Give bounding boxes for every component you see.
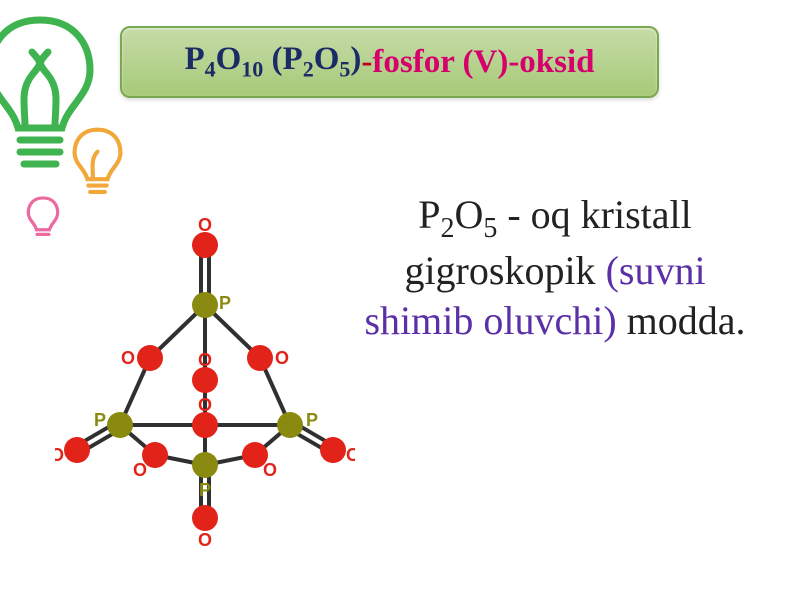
phosphorus-atom xyxy=(277,412,303,438)
phosphorus-atom xyxy=(107,412,133,438)
atom-label: O xyxy=(55,445,64,465)
atom-label: P xyxy=(94,410,106,430)
atom-label: O xyxy=(198,395,212,415)
atom-label: P xyxy=(306,410,318,430)
lightbulb-small-icon xyxy=(70,125,125,203)
title-s3: 2 xyxy=(303,57,314,82)
desc-s2: 5 xyxy=(483,213,497,244)
title-p2: O xyxy=(216,41,242,77)
desc-gigro: gigroskopik xyxy=(404,248,605,293)
title-box: P4O10 (P2O5) - fosfor (V)-oksid xyxy=(120,26,659,98)
desc-rest1: - oq kristall xyxy=(497,192,691,237)
desc-o: O xyxy=(454,192,483,237)
oxygen-atom xyxy=(320,437,346,463)
desc-s1: 2 xyxy=(440,213,454,244)
title-dash: - xyxy=(361,44,372,81)
atom-label: O xyxy=(121,348,135,368)
description: P2O5 - oq kristall gigroskopik (suvni sh… xyxy=(330,190,780,346)
title-s1: 4 xyxy=(205,57,216,82)
title-s2: 10 xyxy=(241,57,263,82)
desc-p: P xyxy=(418,192,440,237)
atom-label: P xyxy=(199,480,211,500)
oxygen-atom xyxy=(192,505,218,531)
atom-label: P xyxy=(219,293,231,313)
desc-p3b: modda. xyxy=(617,298,746,343)
oxygen-atom xyxy=(137,345,163,371)
desc-p2b: (suvni xyxy=(606,248,706,293)
oxygen-atom xyxy=(247,345,273,371)
desc-p3a: shimib oluvchi) xyxy=(364,298,616,343)
title-s4: 5 xyxy=(339,57,350,82)
atom-label: O xyxy=(133,460,147,480)
atom-label: O xyxy=(198,350,212,370)
atom-label: O xyxy=(275,348,289,368)
oxygen-atom xyxy=(192,412,218,438)
title-name: fosfor (V)-oksid xyxy=(372,44,594,81)
title-close: ) xyxy=(350,41,361,77)
atom-label: O xyxy=(198,530,212,550)
phosphorus-atom xyxy=(192,292,218,318)
oxygen-atom xyxy=(64,437,90,463)
title-p4: O xyxy=(314,41,340,77)
atom-label: O xyxy=(198,215,212,235)
title-open: ( xyxy=(263,41,282,77)
phosphorus-atom xyxy=(192,452,218,478)
oxygen-atom xyxy=(192,232,218,258)
title-p3: P xyxy=(283,41,303,77)
oxygen-atom xyxy=(192,367,218,393)
atom-label: O xyxy=(263,460,277,480)
molecule-diagram: O P O O O P P P O O O O O O xyxy=(55,210,355,550)
title-p1: P xyxy=(184,41,204,77)
atom-label: O xyxy=(346,445,355,465)
